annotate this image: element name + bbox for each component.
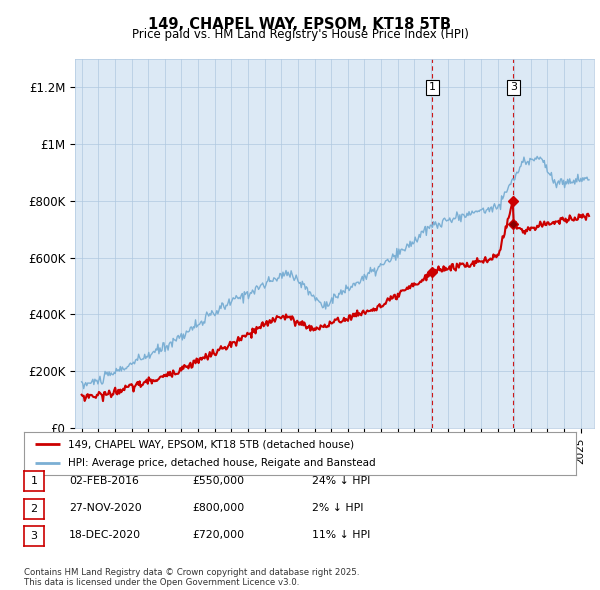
- Text: £800,000: £800,000: [192, 503, 244, 513]
- Text: 18-DEC-2020: 18-DEC-2020: [69, 530, 141, 540]
- Text: 2: 2: [31, 504, 37, 513]
- Text: £720,000: £720,000: [192, 530, 244, 540]
- Text: 24% ↓ HPI: 24% ↓ HPI: [312, 476, 370, 486]
- Text: HPI: Average price, detached house, Reigate and Banstead: HPI: Average price, detached house, Reig…: [68, 458, 376, 468]
- Text: 3: 3: [510, 83, 517, 93]
- Text: Contains HM Land Registry data © Crown copyright and database right 2025.
This d: Contains HM Land Registry data © Crown c…: [24, 568, 359, 587]
- Text: 3: 3: [31, 531, 37, 540]
- Text: 1: 1: [429, 83, 436, 93]
- Text: 02-FEB-2016: 02-FEB-2016: [69, 476, 139, 486]
- Text: £550,000: £550,000: [192, 476, 244, 486]
- Text: 11% ↓ HPI: 11% ↓ HPI: [312, 530, 370, 540]
- Text: Price paid vs. HM Land Registry's House Price Index (HPI): Price paid vs. HM Land Registry's House …: [131, 28, 469, 41]
- Text: 1: 1: [31, 477, 37, 486]
- Text: 27-NOV-2020: 27-NOV-2020: [69, 503, 142, 513]
- Text: 149, CHAPEL WAY, EPSOM, KT18 5TB: 149, CHAPEL WAY, EPSOM, KT18 5TB: [149, 17, 452, 31]
- Text: 2% ↓ HPI: 2% ↓ HPI: [312, 503, 364, 513]
- Text: 149, CHAPEL WAY, EPSOM, KT18 5TB (detached house): 149, CHAPEL WAY, EPSOM, KT18 5TB (detach…: [68, 440, 354, 450]
